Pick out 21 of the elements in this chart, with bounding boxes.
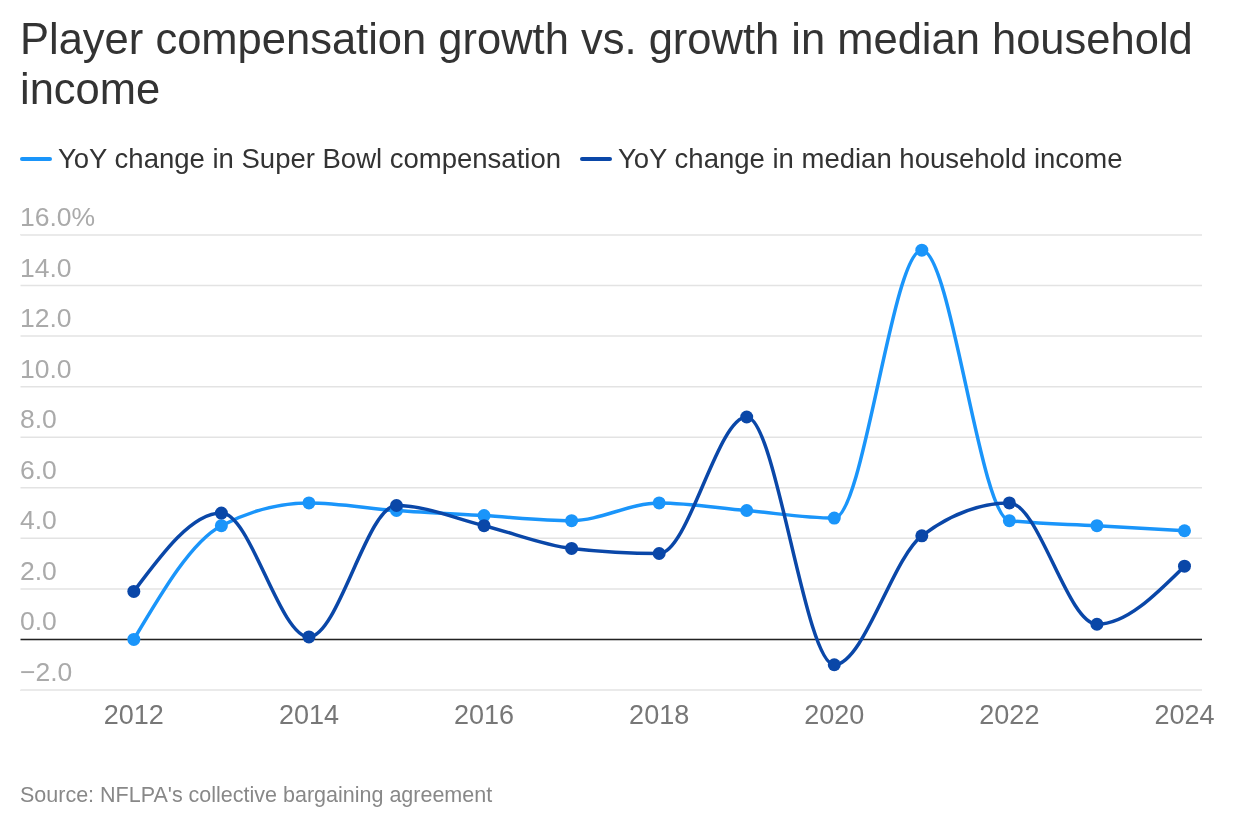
x-tick-label: 2016 <box>454 700 515 731</box>
x-tick-label: 2018 <box>629 700 690 731</box>
source-note: Source: NFLPA's collective bargaining agreement <box>20 783 493 808</box>
y-tick-label: −2.0 <box>20 657 73 687</box>
chart-title: Player compensation growth vs. growth in median household income <box>20 14 1194 114</box>
x-tick-label: 2014 <box>278 700 339 731</box>
y-tick-label: 12.0 <box>20 303 72 334</box>
y-tick-label: 14.0 <box>20 252 72 283</box>
legend-label: YoY change in Super Bowl compensation <box>58 143 561 175</box>
y-tick-label: 10.0 <box>20 353 72 384</box>
y-tick-label: 16.0% <box>20 202 96 232</box>
legend-label: YoY change in median household income <box>618 143 1123 175</box>
x-tick-label: 2012 <box>103 700 164 731</box>
y-tick-label: 0.0 <box>20 606 57 637</box>
y-tick-label: 8.0 <box>20 404 57 435</box>
y-tick-label: 4.0 <box>20 505 57 536</box>
x-tick-label: 2020 <box>804 700 865 731</box>
y-tick-label: 2.0 <box>20 555 57 586</box>
y-tick-label: 6.0 <box>20 454 57 485</box>
x-tick-label: 2024 <box>1154 700 1215 731</box>
x-tick-label: 2022 <box>979 700 1040 731</box>
